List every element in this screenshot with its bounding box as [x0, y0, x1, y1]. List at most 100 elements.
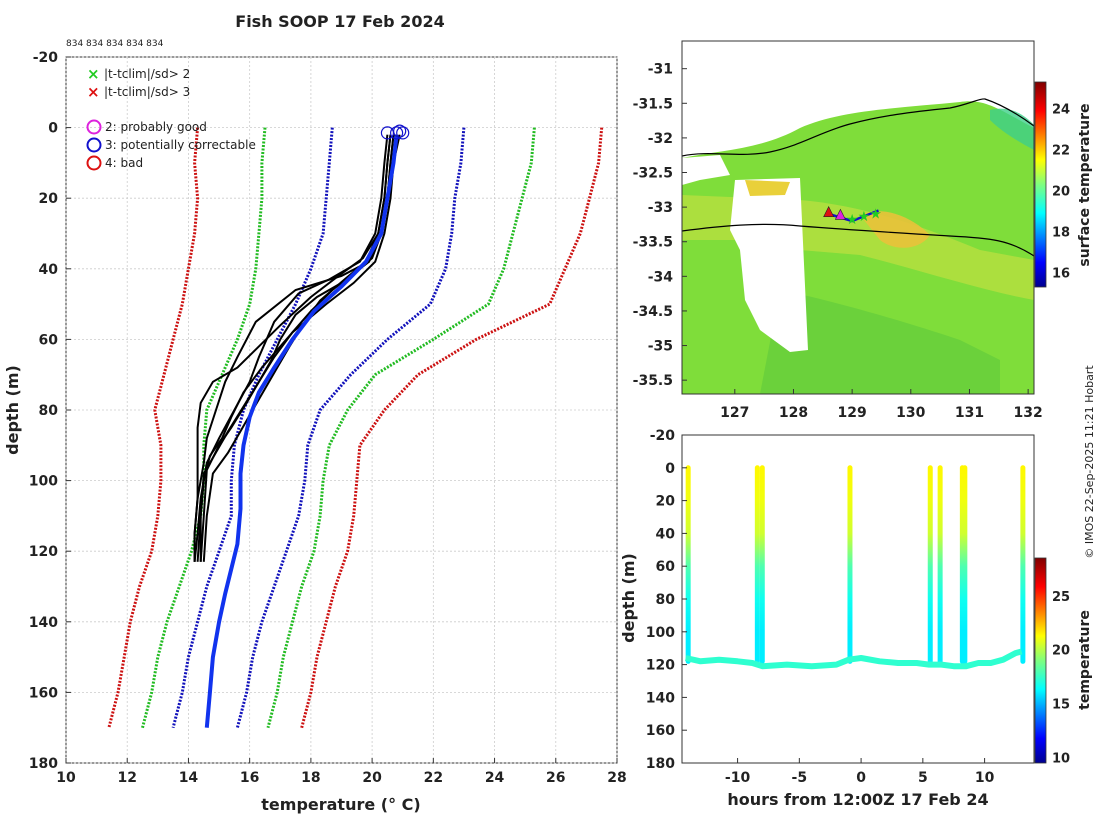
time-y-tick-label: 40: [656, 526, 676, 542]
climatology-lines: [107, 127, 604, 729]
temperature-profiles: [193, 124, 410, 728]
legend-label-bad: 4: bad: [105, 156, 143, 170]
missing-data-area-top-left: [682, 155, 730, 185]
profile-plot-grid: [65, 56, 618, 764]
map-x-tick-label: 131: [955, 405, 984, 421]
climatology-line: [266, 127, 536, 729]
sst-southwest-green: [760, 290, 1000, 394]
map-x-tick-label: 130: [896, 405, 925, 421]
map-y-tick-label: -33.5: [633, 235, 673, 251]
y-tick-label: -20: [33, 50, 59, 66]
x-tick-label: 26: [546, 770, 565, 786]
highlight-profile-line: [204, 134, 399, 728]
y-tick-label: 80: [39, 403, 59, 419]
map-x-tick-label: 127: [720, 405, 749, 421]
x-tick-label: 28: [607, 770, 626, 786]
temperature-colorbar-ticks: 10 15 20 25: [1052, 590, 1070, 767]
legend-circle-potentially-correctable: [86, 137, 102, 153]
legend-x-marker-sd3: ×: [87, 83, 100, 101]
profile-id-labels: 834 834 834 834 834: [66, 39, 164, 49]
y-tick-label: 20: [39, 191, 59, 207]
cast-marker-star: ★: [869, 206, 882, 222]
climatology-line: [235, 127, 466, 729]
time-x-tick-label: 5: [918, 770, 928, 786]
map-y-tick-label: -31: [648, 62, 673, 78]
map-x-tick-label: 128: [779, 405, 808, 421]
profile-plot-ticks: 10 12 14 16 18 20 22 24 26 28 -20 0 20 40 60 80 100 120 14…: [29, 50, 627, 786]
climatology-line: [107, 127, 200, 729]
legend-label-probably-good: 2: probably good: [105, 120, 207, 134]
time-depth-ticks: -10 -5 0 5 10 -20 0 20 40 60 80 100 120 140 160 180: [646, 428, 995, 786]
temperature-colorbar-tick-label: 20: [1052, 644, 1070, 659]
time-y-tick-label: 100: [646, 625, 675, 641]
profile-ylabel: depth (m): [3, 365, 22, 455]
map-y-tick-label: -35.5: [633, 373, 673, 389]
x-tick-label: 18: [301, 770, 320, 786]
y-tick-label: 140: [29, 615, 58, 631]
map-plot: ★ ★ ★ 127 128 129 130 131 132-31-31.5-32-32.5-3…: [633, 40, 1093, 421]
x-tick-label: 24: [485, 770, 505, 786]
y-tick-label: 0: [48, 121, 58, 137]
y-tick-label: 60: [39, 332, 59, 348]
x-tick-label: 22: [424, 770, 443, 786]
time-x-tick-label: 10: [975, 770, 995, 786]
time-y-tick-label: 0: [665, 461, 675, 477]
map-content: ★ ★ ★: [682, 41, 1034, 394]
time-y-tick-label: 20: [656, 494, 676, 510]
map-y-tick-label: -34.5: [633, 304, 673, 320]
y-tick-label: 100: [29, 474, 58, 490]
x-tick-label: 16: [240, 770, 259, 786]
map-frame: [681, 40, 1035, 395]
temperature-colorbar-tick-label: 25: [1052, 590, 1070, 605]
time-y-tick-label: 80: [656, 592, 676, 608]
climatology-line: [141, 127, 267, 729]
time-depth-xlabel: hours from 12:00Z 17 Feb 24: [727, 790, 988, 809]
cast-marker-triangle: [823, 205, 835, 217]
y-tick-label: 160: [29, 685, 58, 701]
time-x-tick-label: -10: [725, 770, 751, 786]
sst-colorbar-tick-label: 22: [1052, 144, 1070, 159]
flag-circle: [393, 124, 407, 138]
map-y-tick-label: -35: [648, 339, 673, 355]
sst-colorbar-tick-label: 16: [1052, 267, 1070, 282]
map-x-tick-label: 129: [838, 405, 867, 421]
time-y-tick-label: -20: [650, 428, 676, 444]
time-x-tick-label: 0: [856, 770, 866, 786]
profile-plot: 10 12 14 16 18 20 22 24 26 28 -20 0 20 40 60 80 100 120 14…: [3, 50, 627, 814]
legend-circle-probably-good: [86, 119, 102, 135]
missing-data-area: [730, 178, 808, 352]
cast-markers: ★ ★ ★: [823, 205, 882, 228]
x-tick-label: 12: [117, 770, 136, 786]
y-tick-label: 120: [29, 544, 58, 560]
time-y-tick-label: 120: [646, 658, 675, 674]
map-y-tick-label: -32.5: [633, 166, 673, 182]
x-tick-label: 10: [56, 770, 76, 786]
profile-plot-frame: [65, 56, 618, 764]
legend-label-sd2: |t-tclim|/sd> 2: [104, 67, 190, 81]
map-ticks: 127 128 129 130 131 132 -31 -31.5 -32 -32.5 -33 -33…: [633, 62, 1043, 421]
map-x-tick-label: 132: [1014, 405, 1043, 421]
cast-marker-star: ★: [858, 209, 871, 225]
figure-title: Fish SOOP 17 Feb 2024: [235, 12, 444, 31]
time-y-tick-label: 140: [646, 690, 675, 706]
missing-data-patch: [745, 180, 790, 196]
time-y-tick-label: 160: [646, 723, 675, 739]
map-y-tick-label: -33: [648, 200, 673, 216]
sst-colorbar-tick-label: 24: [1052, 103, 1070, 118]
time-depth-data: [685, 465, 1026, 670]
legend-label-sd3: |t-tclim|/sd> 3: [104, 85, 190, 99]
x-tick-label: 20: [362, 770, 382, 786]
map-y-tick-label: -34: [648, 269, 674, 285]
flag-legend: × |t-tclim|/sd> 2 × |t-tclim|/sd> 3 2: p…: [86, 65, 256, 171]
time-y-tick-label: 180: [646, 756, 675, 772]
sst-colorbar-ticks: 16 18 20 22 24: [1052, 103, 1070, 282]
profile-xlabel: temperature (° C): [261, 795, 420, 814]
sst-warm-patch: [860, 211, 930, 248]
legend-label-potentially-correctable: 3: potentially correctable: [105, 138, 256, 152]
sst-colorbar-tick-label: 18: [1052, 226, 1070, 241]
legend-circle-bad: [86, 155, 102, 171]
temperature-colorbar-tick-label: 15: [1052, 698, 1070, 713]
climatology-line: [300, 127, 604, 729]
bottom-track-line: [685, 648, 1023, 670]
